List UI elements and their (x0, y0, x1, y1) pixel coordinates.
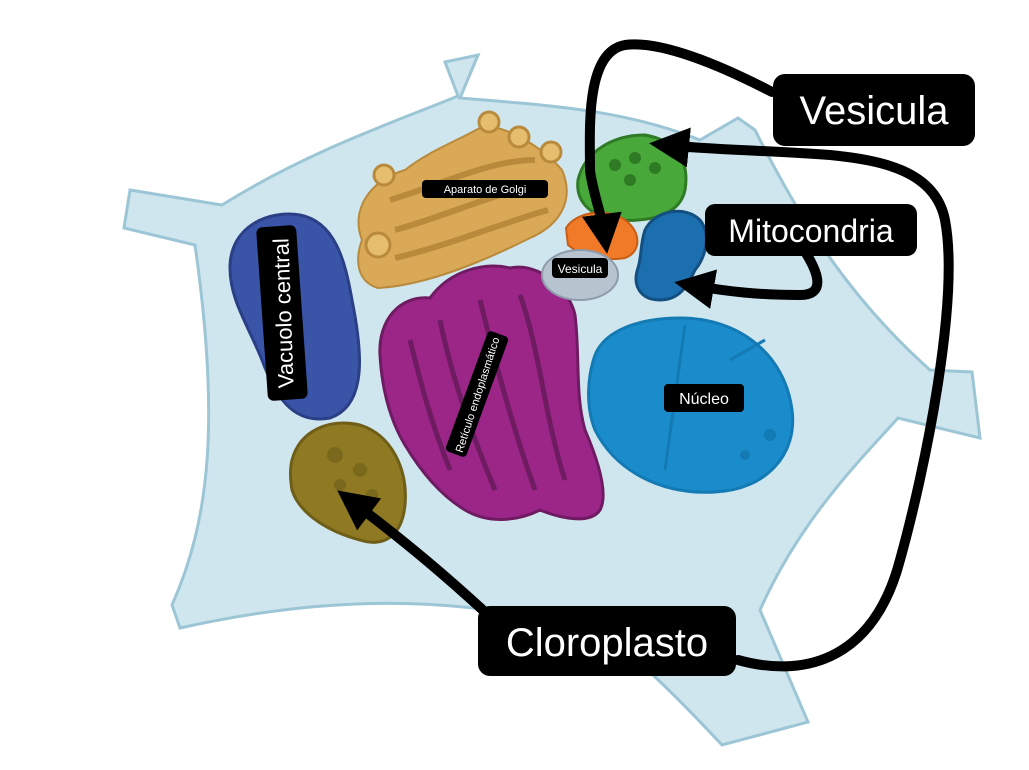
nucleus: Núcleo (587, 316, 795, 494)
mitochondria-callout: Mitocondria (705, 204, 917, 256)
chloroplast-label: Cloroplasto (506, 621, 708, 665)
golgi-apparatus: Aparato de Golgi (357, 110, 568, 290)
chloroplast-callout: Cloroplasto (478, 606, 736, 676)
vesicle-small-label: Vesicula (558, 262, 603, 276)
chloroplast-arrow-right (649, 127, 954, 672)
endoplasmic-reticulum: Retículo endoplasmático (378, 264, 605, 521)
mitochondria-arrow (674, 245, 823, 309)
vacuole-label: Vacuolo central (268, 238, 298, 389)
golgi-label: Aparato de Golgi (444, 184, 527, 196)
central-vacuole: Vacuolo central (228, 212, 361, 421)
nucleus-label: Núcleo (679, 391, 729, 408)
mitochondria-label: Mitocondria (728, 213, 894, 249)
vesicle-big-label: Vesicula (800, 89, 950, 133)
chloroplast-arrow-left (337, 490, 490, 617)
vesicle-arrow (582, 39, 777, 254)
vesicle-callout: Vesicula (773, 74, 975, 146)
gray-vesicle: Vesicula (541, 249, 619, 301)
